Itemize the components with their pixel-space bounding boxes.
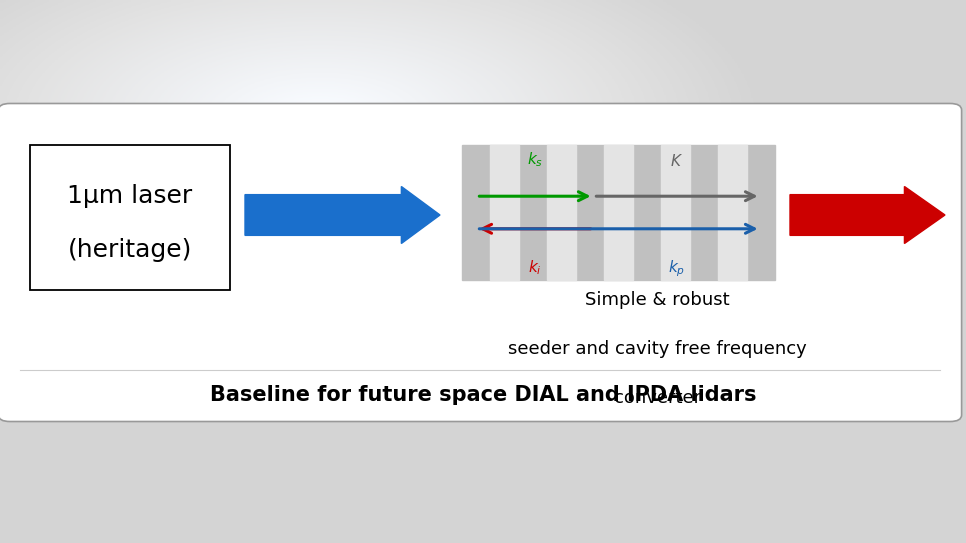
Bar — [462, 145, 775, 280]
FancyArrow shape — [245, 186, 440, 243]
FancyBboxPatch shape — [30, 145, 230, 290]
Text: converter: converter — [613, 389, 700, 407]
Text: $K$: $K$ — [670, 153, 684, 169]
Bar — [491, 145, 519, 280]
FancyBboxPatch shape — [0, 104, 961, 421]
Text: Simple & robust: Simple & robust — [584, 291, 729, 309]
Text: 1μm laser: 1μm laser — [68, 184, 192, 208]
Bar — [605, 145, 633, 280]
Text: $k_p$: $k_p$ — [668, 258, 686, 279]
Text: seeder and cavity free frequency: seeder and cavity free frequency — [508, 340, 807, 358]
Bar — [661, 145, 690, 280]
Text: $k_i$: $k_i$ — [528, 258, 542, 277]
Bar — [548, 145, 576, 280]
Text: (heritage): (heritage) — [68, 238, 192, 262]
FancyArrow shape — [790, 186, 945, 243]
Bar — [718, 145, 747, 280]
Text: $k_s$: $k_s$ — [526, 150, 543, 169]
Text: Baseline for future space DIAL and IPDA lidars: Baseline for future space DIAL and IPDA … — [210, 385, 756, 405]
